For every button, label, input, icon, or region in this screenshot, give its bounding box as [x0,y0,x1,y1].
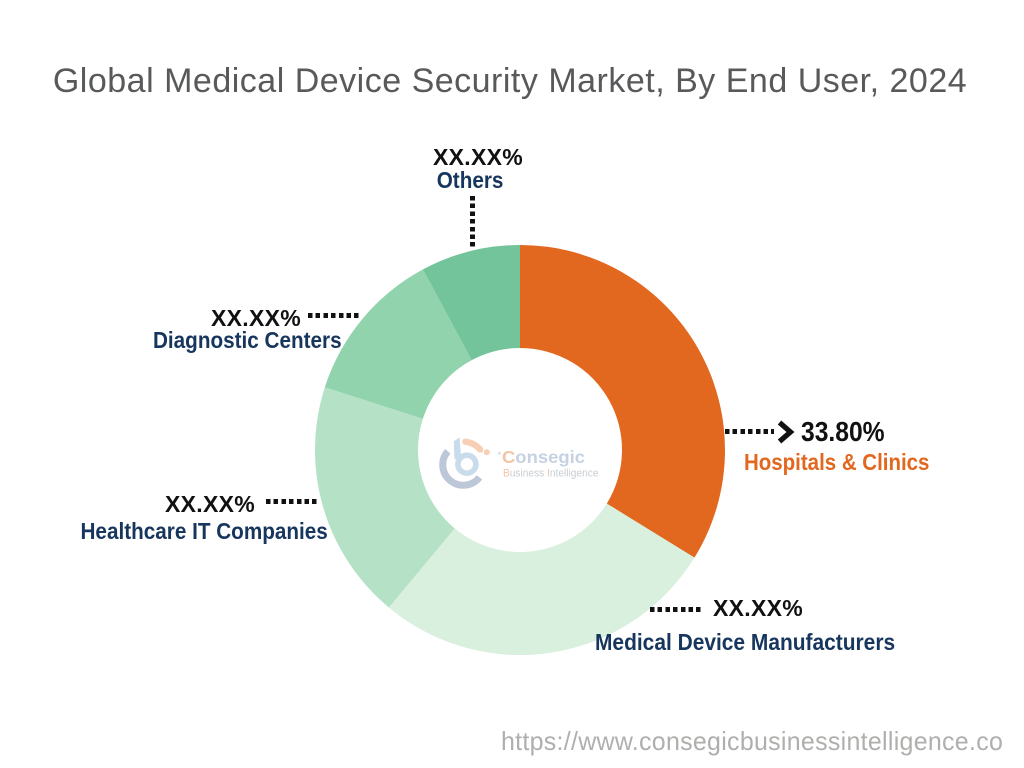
svg-text:Consegic: Consegic [502,447,585,467]
svg-text:Business Intelligence: Business Intelligence [503,468,599,479]
